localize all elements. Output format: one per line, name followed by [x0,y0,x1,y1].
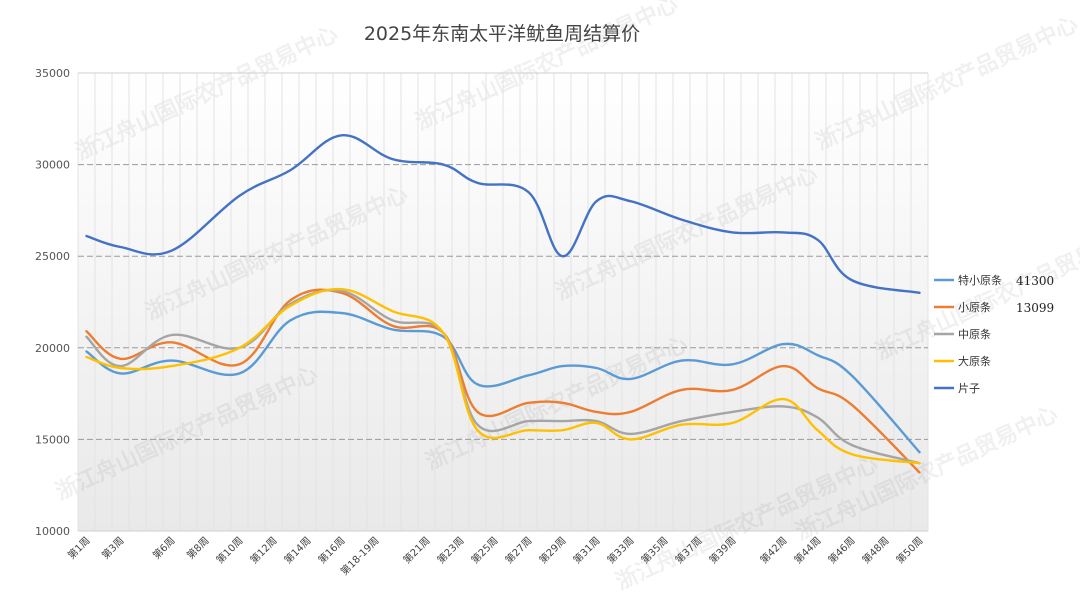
legend-label: 特小原条 [958,273,1002,287]
x-tick-label: 第14周 [281,534,313,566]
series-line-4 [85,134,921,294]
x-tick-label: 第3周 [99,534,127,562]
y-tick-label: 25000 [35,250,70,263]
horizontal-gridlines [78,72,928,532]
x-tick-label: 第1周 [65,534,93,562]
x-tick-label: 第16周 [315,534,347,566]
legend-label: 小原条 [958,300,991,314]
x-tick-label: 第8周 [184,534,212,562]
x-tick-label: 第21周 [400,534,432,566]
legend-annotation: 13099 [1016,301,1054,315]
y-tick-label: 10000 [35,525,70,538]
x-tick-label: 第12周 [247,534,279,566]
legend-label: 片子 [958,382,980,395]
series-line-0 [85,310,921,454]
x-axis: 第1周 第3周 第6周 第8周 第10周 第12周 第14周 第16周第18-19周 第21周第… [65,534,926,578]
vertical-gridlines [77,73,929,531]
x-tick-label: 第33周 [604,534,636,566]
legend-annotation: 41300 [1016,274,1054,288]
y-tick-label: 30000 [35,159,70,172]
x-tick-label: 第46周 [825,534,857,566]
x-tick-label: 第27周 [502,534,534,566]
y-tick-label: 15000 [35,433,70,446]
x-tick-label: 第6周 [150,534,178,562]
y-axis: 10000 15000 20000 25000 30000 35000 [35,67,70,538]
x-tick-label: 第31周 [570,534,602,566]
series-line-3 [85,287,921,465]
series-line-1 [85,288,921,474]
x-tick-label: 第48周 [859,534,891,566]
legend-label: 中原条 [958,327,991,341]
x-tick-label: 第23周 [434,534,466,566]
chart-title: 2025年东南太平洋鱿鱼周结算价 [364,23,640,45]
x-tick-label: 第10周 [213,534,245,566]
x-tick-label: 第29周 [536,534,568,566]
series-lines [85,134,921,474]
x-tick-label: 第50周 [893,534,925,566]
x-tick-label: 第25周 [468,534,500,566]
legend-label: 大原条 [958,354,991,368]
y-tick-label: 20000 [35,342,70,355]
y-tick-label: 35000 [35,67,70,80]
x-tick-label: 第42周 [757,534,789,566]
